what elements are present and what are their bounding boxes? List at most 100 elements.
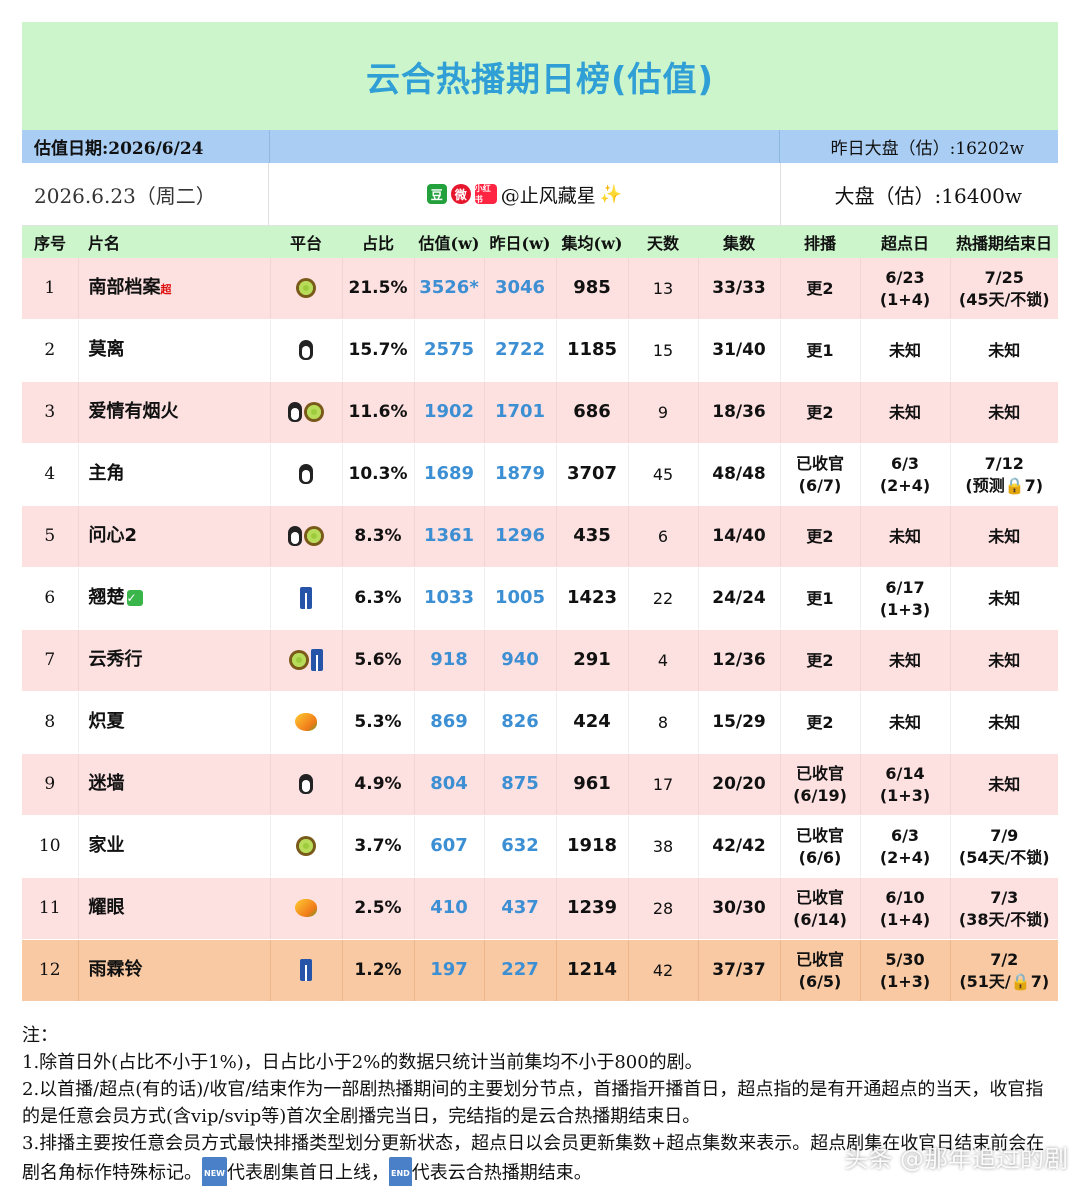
peak-day: 未知: [860, 319, 951, 382]
notes: 注： 1.除首日外(占比不小于1%)，日占比小于2%的数据只统计当前集均不小于8…: [22, 1022, 1058, 1186]
schedule-status: 已收官 (6/7): [780, 443, 861, 506]
table-header-row: 序号 片名 平台 占比 估值(w) 昨日(w) 集均(w) 天数 集数 排播 超点日 热播期结束日: [22, 226, 1058, 258]
cell-line: 6/3: [890, 453, 920, 473]
sub-row: 2026.6.23（周二） 豆 微 小红书 @止风藏星 ✨ 大盘（估）:1640…: [22, 163, 1058, 226]
rank-number: 8: [22, 691, 79, 754]
yesterday-value: 1701: [484, 381, 557, 444]
douban-icon: 豆: [426, 184, 447, 204]
estimate-value: 2575: [414, 319, 485, 382]
cell-line: (2+4): [879, 475, 931, 495]
platform-cell: [270, 567, 343, 630]
rank-number: 11: [22, 877, 79, 940]
days-count: 17: [628, 753, 699, 816]
cell-line: 7/3: [990, 887, 1019, 907]
kiwi-icon: [304, 402, 324, 423]
info-spacer: [269, 130, 780, 163]
drama-title: 南部档案超: [78, 258, 271, 320]
estimate-value: 918: [414, 629, 485, 692]
schedule-status: 已收官 (6/6): [780, 815, 861, 878]
cell-line: 6/17: [885, 577, 925, 597]
market-total: 大盘（估）:16400w: [780, 163, 1058, 225]
rank-number: 10: [22, 815, 79, 878]
cell-line: 未知: [888, 526, 921, 546]
episode-average: 961: [556, 753, 629, 816]
cell-line: 已收官: [795, 825, 844, 845]
estimate-value: 1361: [414, 505, 485, 568]
note-3-text: 3.排播主要按任意会员方式最快排播类型划分更新状态，超点日以会员更新集数+超点集…: [22, 1133, 1045, 1184]
episode-average: 424: [556, 691, 629, 754]
schedule-status: 更2: [780, 381, 861, 444]
yesterday-value: 940: [484, 629, 557, 692]
platform-cell: [270, 381, 343, 444]
end-date: 7/12 (预测🔒7): [950, 443, 1058, 506]
cell-line: 7/12: [984, 453, 1024, 473]
peak-day: 6/23 (1+4): [860, 258, 951, 320]
rank-number: 2: [22, 319, 79, 382]
platform-cell: [270, 629, 343, 692]
drama-title: 爱情有烟火: [78, 381, 271, 444]
cell-line: 7/25: [984, 267, 1024, 287]
share-value: 5.6%: [342, 629, 415, 692]
episode-count: 31/40: [698, 319, 781, 382]
end-tag-icon: END: [388, 1157, 412, 1186]
table-row: 7 云秀行 5.6% 918 940 291 4 12/36 更2 未知 未知: [22, 629, 1058, 692]
end-date: 7/2 (51天/🔒7): [950, 939, 1058, 1002]
data-date: 2026.6.23（周二）: [22, 163, 269, 225]
share-value: 8.3%: [342, 505, 415, 568]
yesterday-value: 3046: [484, 258, 557, 320]
check-icon: ✓: [126, 590, 143, 607]
drama-name: 主角: [88, 463, 125, 485]
penguin-icon: [288, 526, 302, 547]
column-header: 热播期结束日: [950, 226, 1058, 258]
cell-line: (1+3): [879, 599, 931, 619]
jeans-icon: [311, 649, 323, 672]
episode-average: 686: [556, 381, 629, 444]
yesterday-value: 1005: [484, 567, 557, 630]
penguin-icon: [288, 402, 302, 423]
column-header: 集均(w): [556, 226, 628, 258]
watermark: 头条 @那年追过的剧: [844, 1145, 1068, 1173]
estimate-value: 804: [414, 753, 485, 816]
sparkle-icon: ✨: [599, 183, 623, 205]
episode-average: 291: [556, 629, 629, 692]
cell-line: 未知: [988, 650, 1021, 670]
end-date: 未知: [950, 691, 1058, 754]
episode-average: 1185: [556, 319, 629, 382]
cell-line: 未知: [988, 526, 1021, 546]
cell-line: 6/10: [885, 887, 925, 907]
estimate-value: 1033: [414, 567, 485, 630]
estimate-value: 869: [414, 691, 485, 754]
schedule-status: 更2: [780, 258, 861, 320]
rank-number: 6: [22, 567, 79, 630]
info-row: 估值日期:2026/6/24 昨日大盘（估）:16202w: [22, 130, 1058, 163]
cell-line: 未知: [888, 402, 921, 422]
cell-line: (51天/🔒7): [959, 971, 1050, 991]
cell-line: 未知: [988, 712, 1021, 732]
column-header: 集数: [698, 226, 780, 258]
jeans-icon: [300, 959, 312, 982]
drama-title: 雨霖铃: [78, 939, 271, 1002]
episode-count: 42/42: [698, 815, 781, 878]
days-count: 38: [628, 815, 699, 878]
column-header: 估值(w): [414, 226, 484, 258]
kiwi-icon: [296, 278, 316, 299]
drama-title: 耀眼: [78, 877, 271, 940]
table-row: 1 南部档案超 21.5% 3526* 3046 985 13 33/33 更2 6/23 (1+4…: [22, 258, 1058, 320]
cell-line: 未知: [988, 774, 1021, 794]
column-header: 片名: [78, 226, 270, 258]
drama-title: 主角: [78, 443, 271, 506]
yesterday-value: 632: [484, 815, 557, 878]
yesterday-value: 875: [484, 753, 557, 816]
cell-line: (6/19): [793, 785, 847, 805]
xiaohongshu-icon: 小红书: [474, 183, 497, 204]
cell-line: 已收官: [795, 453, 844, 473]
platform-cell: [270, 443, 343, 506]
note-1: 1.除首日外(占比不小于1%)，日占比小于2%的数据只统计当前集均不小于800的…: [22, 1052, 703, 1073]
cell-line: 5/30: [885, 949, 925, 969]
estimate-value: 607: [414, 815, 485, 878]
estimate-value: 1689: [414, 443, 485, 506]
note-3: 3.排播主要按任意会员方式最快排播类型划分更新状态，超点日以会员更新集数+超点集…: [22, 1130, 1058, 1186]
episode-average: 1918: [556, 815, 629, 878]
days-count: 22: [628, 567, 699, 630]
